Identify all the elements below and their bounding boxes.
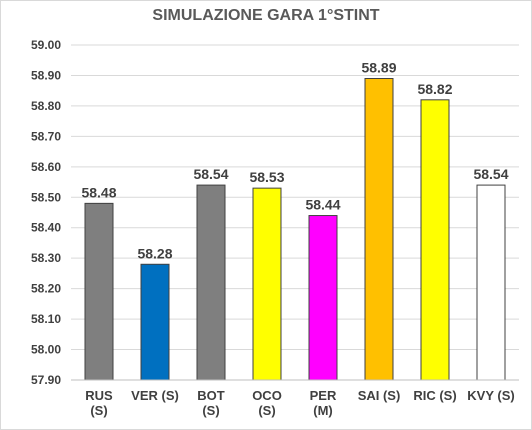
- y-tick-label: 58.00: [31, 343, 61, 357]
- bar: [196, 184, 226, 381]
- x-tick-label: BOT (S): [197, 388, 225, 418]
- y-tick-label: 58.20: [31, 282, 61, 296]
- x-tick-label: VER (S): [131, 388, 179, 403]
- bar: [420, 99, 450, 381]
- bar: [84, 202, 114, 381]
- x-tick-label: PER (M): [310, 388, 337, 418]
- y-tick-label: 58.60: [31, 160, 61, 174]
- y-tick-label: 58.50: [31, 190, 61, 204]
- data-label: 58.44: [305, 197, 340, 213]
- x-tick-label: RUS (S): [85, 388, 113, 418]
- y-tick-label: 58.80: [31, 99, 61, 113]
- bar: [308, 215, 338, 381]
- x-tick-label: OCO (S): [252, 388, 282, 418]
- data-label: 58.54: [193, 166, 228, 182]
- x-tick-label: KVY (S): [467, 388, 514, 403]
- y-tick-label: 58.70: [31, 129, 61, 143]
- bar: [140, 263, 170, 381]
- data-label: 58.82: [417, 81, 452, 97]
- y-tick-label: 57.90: [31, 373, 61, 387]
- data-label: 58.48: [81, 184, 116, 200]
- bar: [476, 184, 506, 381]
- x-tick-label: RIC (S): [413, 388, 456, 403]
- y-tick-label: 58.90: [31, 68, 61, 82]
- data-label: 58.28: [137, 245, 172, 261]
- data-label: 58.53: [249, 169, 284, 185]
- y-tick-label: 58.10: [31, 312, 61, 326]
- x-tick-label: SAI (S): [358, 388, 401, 403]
- data-label: 58.89: [361, 60, 396, 76]
- y-tick-label: 58.30: [31, 251, 61, 265]
- y-tick-label: 59.00: [31, 38, 61, 52]
- y-tick-label: 58.40: [31, 221, 61, 235]
- chart-title: SIMULAZIONE GARA 1°STINT: [152, 7, 380, 24]
- bar: [364, 78, 394, 381]
- data-label: 58.54: [473, 166, 508, 182]
- bar: [252, 187, 282, 381]
